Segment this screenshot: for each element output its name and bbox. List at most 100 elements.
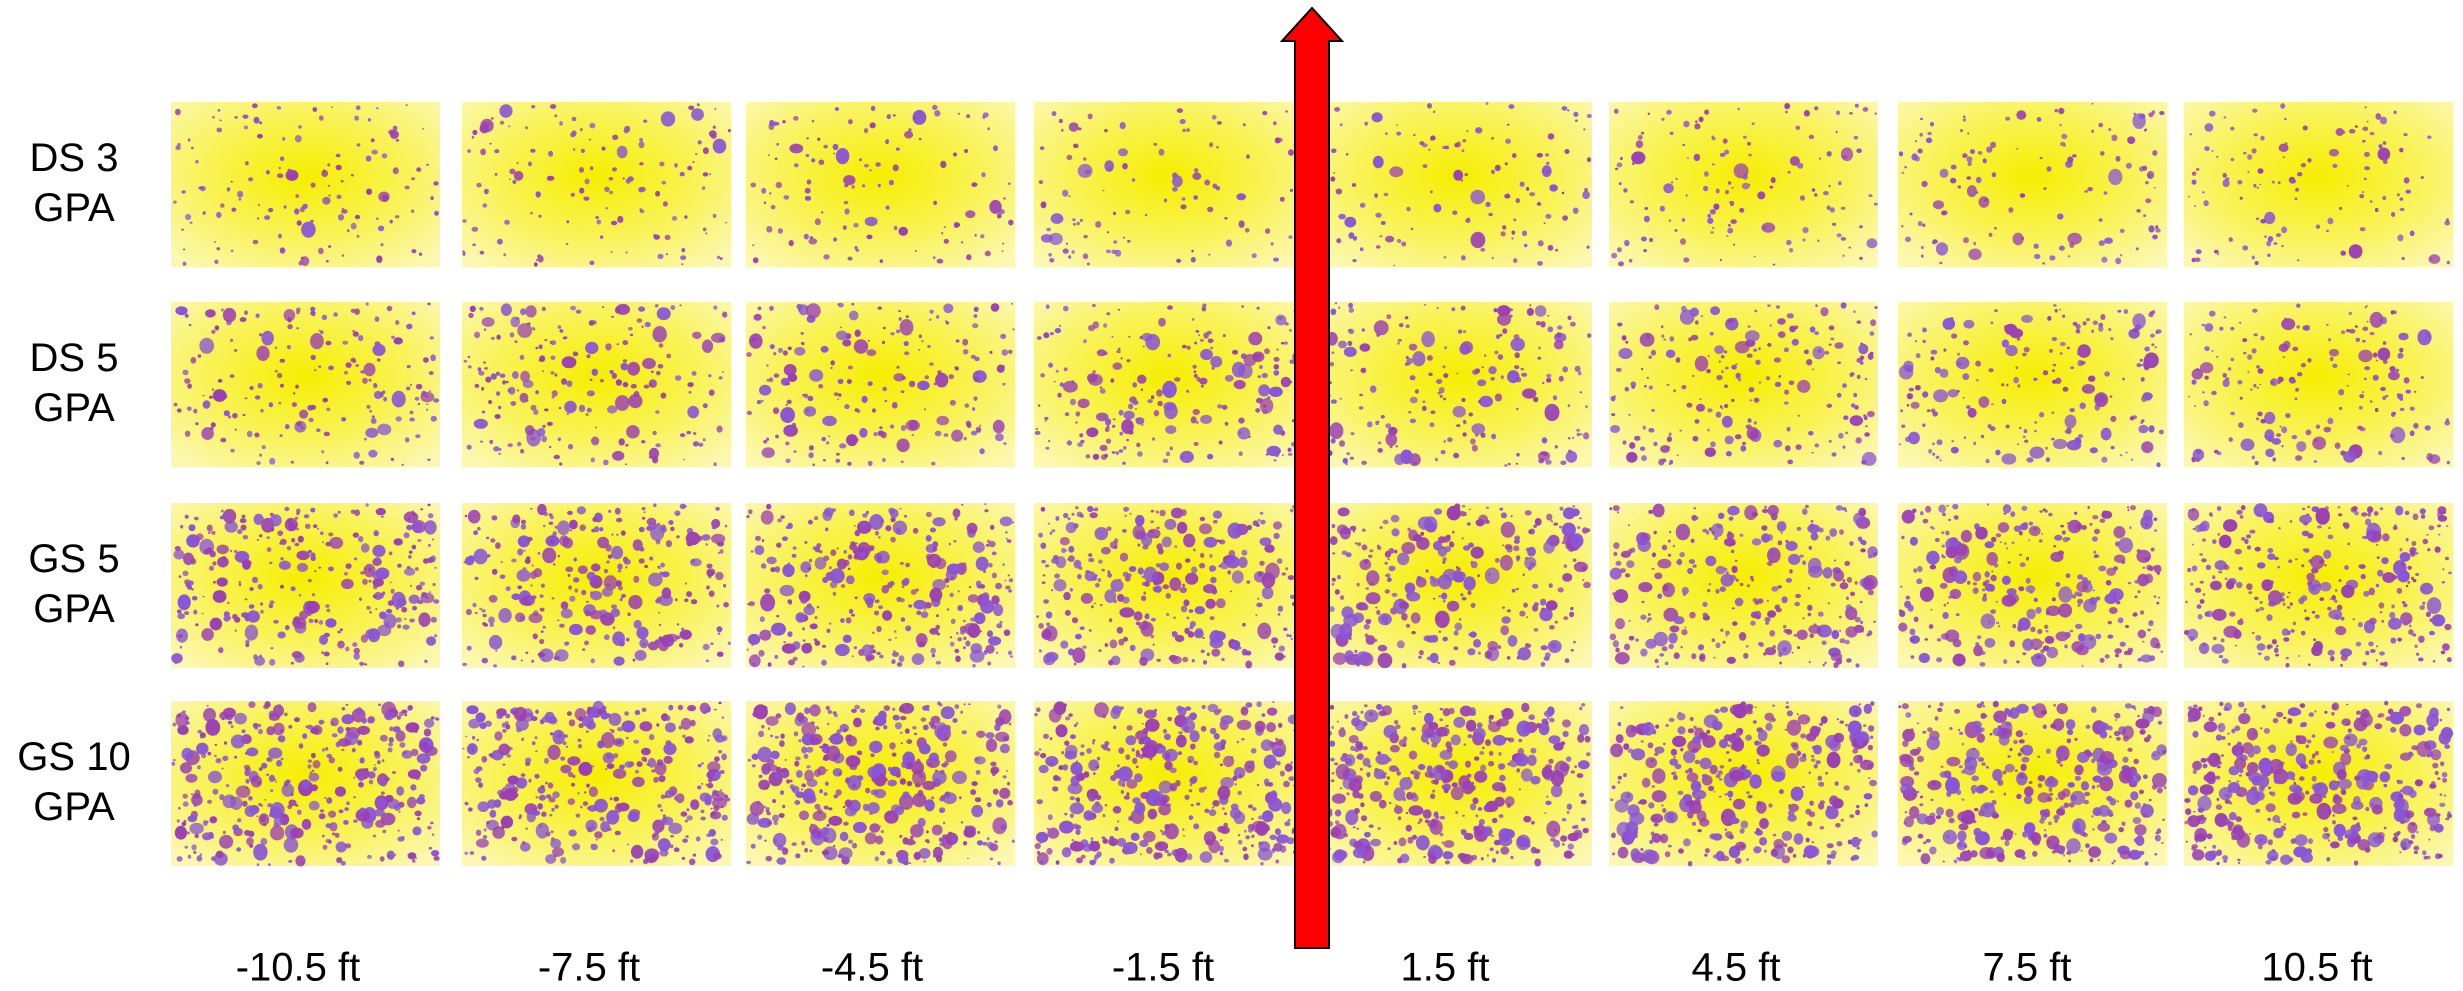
droplet <box>1063 513 1068 518</box>
droplet <box>762 447 775 458</box>
droplet <box>1973 572 1982 582</box>
droplet <box>1281 342 1285 344</box>
droplet <box>2281 445 2283 447</box>
droplet <box>208 532 211 534</box>
droplet <box>2194 405 2196 407</box>
droplet <box>203 211 206 215</box>
droplet <box>686 532 700 545</box>
droplet <box>661 571 669 577</box>
droplet <box>670 527 674 532</box>
droplet <box>525 425 535 435</box>
droplet <box>848 119 853 124</box>
droplet <box>373 578 384 587</box>
droplet <box>953 508 961 517</box>
droplet <box>2105 654 2110 658</box>
droplet <box>1505 544 1513 550</box>
droplet <box>1411 612 1421 623</box>
droplet <box>2349 129 2355 134</box>
droplet <box>2428 525 2434 530</box>
droplet <box>566 642 570 645</box>
droplet <box>1288 235 1292 239</box>
droplet <box>1662 545 1667 551</box>
droplet <box>1499 334 1502 337</box>
droplet <box>1008 651 1012 655</box>
droplet <box>751 183 757 188</box>
droplet <box>1726 571 1729 574</box>
droplet <box>1217 404 1222 408</box>
droplet <box>180 646 182 649</box>
droplet <box>988 636 1001 645</box>
droplet <box>1764 506 1767 509</box>
droplet <box>1652 568 1655 570</box>
droplet <box>2268 548 2274 553</box>
droplet <box>512 514 520 523</box>
droplet <box>728 642 731 645</box>
droplet <box>2256 513 2261 516</box>
droplet <box>255 395 261 399</box>
droplet <box>2024 429 2028 433</box>
droplet <box>1075 506 1079 509</box>
droplet <box>1273 258 1279 262</box>
droplet <box>1054 573 1060 578</box>
droplet <box>1359 394 1363 397</box>
droplet <box>585 413 588 416</box>
droplet <box>2002 399 2007 404</box>
droplet <box>621 594 626 598</box>
droplet <box>256 314 260 318</box>
droplet <box>2431 614 2445 626</box>
droplet <box>2148 312 2153 317</box>
droplet <box>2388 618 2402 630</box>
droplet <box>1150 520 1154 523</box>
droplet <box>1471 603 1476 608</box>
droplet <box>1562 106 1568 111</box>
droplet <box>1937 638 1941 641</box>
droplet <box>1283 628 1287 631</box>
droplet <box>590 580 593 583</box>
droplet <box>1072 647 1085 663</box>
droplet <box>679 643 683 648</box>
droplet <box>304 514 310 518</box>
droplet <box>1057 393 1061 398</box>
droplet <box>1079 433 1083 437</box>
droplet <box>2005 345 2017 356</box>
droplet <box>1655 659 1659 664</box>
droplet <box>353 532 359 537</box>
droplet <box>2004 542 2006 545</box>
droplet <box>1491 434 1496 440</box>
droplet <box>822 577 828 583</box>
droplet <box>2404 177 2410 183</box>
droplet <box>955 656 961 663</box>
droplet <box>427 557 433 563</box>
droplet <box>1087 373 1097 382</box>
droplet <box>1209 554 1212 558</box>
droplet <box>788 347 792 351</box>
droplet <box>1549 625 1555 630</box>
droplet <box>1731 365 1737 370</box>
droplet <box>2339 407 2342 410</box>
droplet <box>1704 109 1709 114</box>
droplet <box>1369 549 1373 552</box>
droplet <box>1944 604 1947 607</box>
droplet <box>979 448 984 454</box>
droplet <box>1516 198 1520 203</box>
droplet <box>2229 437 2233 442</box>
droplet <box>2022 638 2033 650</box>
droplet <box>1744 505 1757 520</box>
droplet <box>1260 512 1264 515</box>
droplet <box>381 516 384 518</box>
droplet <box>870 169 872 171</box>
droplet <box>240 518 247 523</box>
droplet <box>1918 149 1923 154</box>
droplet <box>1410 397 1418 404</box>
droplet <box>1463 576 1475 590</box>
droplet <box>243 535 248 539</box>
droplet <box>1988 621 1991 624</box>
droplet <box>1839 529 1844 535</box>
droplet <box>840 618 844 623</box>
droplet <box>2341 655 2348 661</box>
droplet <box>354 557 357 560</box>
droplet <box>1377 448 1383 453</box>
droplet <box>1212 115 1217 120</box>
droplet <box>1786 240 1792 245</box>
droplet <box>212 116 215 118</box>
